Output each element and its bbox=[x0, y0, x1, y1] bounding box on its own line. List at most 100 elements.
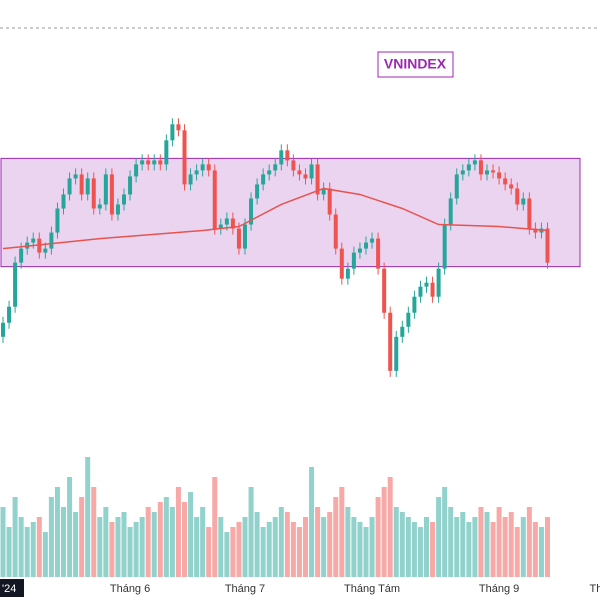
volume-bar bbox=[12, 497, 18, 577]
candle-body bbox=[430, 282, 435, 297]
candle-body bbox=[412, 296, 417, 313]
candle-body bbox=[249, 198, 254, 225]
candle-body bbox=[140, 160, 145, 165]
candle-body bbox=[297, 170, 302, 175]
candle-body bbox=[122, 194, 126, 205]
volume-bar bbox=[472, 517, 478, 577]
candle-body bbox=[406, 312, 411, 327]
candle-body bbox=[49, 232, 54, 249]
volume-bar bbox=[375, 497, 381, 577]
volume-bar bbox=[42, 532, 48, 577]
volume-bar bbox=[266, 522, 272, 577]
volume-bar bbox=[145, 507, 151, 577]
volume-bar bbox=[121, 512, 127, 577]
volume-bar bbox=[526, 507, 532, 577]
volume-bar bbox=[109, 522, 115, 577]
volume-bar bbox=[36, 517, 42, 577]
candle-body bbox=[224, 218, 229, 225]
volume-bar bbox=[30, 522, 36, 577]
volume-bar bbox=[127, 527, 133, 577]
volume-bar bbox=[357, 522, 363, 577]
candle-body bbox=[357, 248, 362, 253]
candle-body bbox=[103, 174, 108, 205]
x-tick-label: Tháng 6 bbox=[110, 583, 150, 595]
volume-bar bbox=[175, 487, 181, 577]
volume-bar bbox=[157, 502, 163, 577]
candle-body bbox=[158, 160, 163, 165]
candle-body bbox=[31, 238, 36, 243]
candle-body bbox=[206, 164, 211, 171]
candle-body bbox=[194, 170, 199, 175]
volume-bar bbox=[496, 507, 502, 577]
volume-bar bbox=[478, 507, 484, 577]
volume-bar bbox=[454, 517, 460, 577]
candle-body bbox=[400, 326, 405, 337]
volume-bar bbox=[363, 527, 369, 577]
candle-body bbox=[230, 218, 235, 229]
candle-body bbox=[527, 198, 532, 229]
volume-bar bbox=[303, 517, 308, 577]
axis-layer: '24 Tháng 6 Tháng 7 Tháng Tám Tháng 9 Th bbox=[0, 579, 600, 597]
volume-bar bbox=[532, 522, 538, 577]
candle-body bbox=[291, 160, 296, 171]
candle-body bbox=[454, 174, 459, 199]
candle-body bbox=[394, 336, 399, 371]
volume-bar bbox=[200, 507, 206, 577]
volume-bar bbox=[224, 532, 230, 577]
candle-body bbox=[309, 164, 314, 179]
volume-bar bbox=[442, 487, 448, 577]
candle-body bbox=[509, 184, 514, 189]
volume-bar bbox=[254, 512, 260, 577]
volume-bar bbox=[115, 517, 121, 577]
candle-body bbox=[61, 194, 66, 209]
volume-bar bbox=[345, 507, 351, 577]
candle-body bbox=[545, 228, 550, 263]
candle-body bbox=[273, 164, 278, 171]
volume-bar bbox=[508, 512, 514, 577]
volume-bar bbox=[327, 512, 333, 577]
volume-bar bbox=[411, 522, 417, 577]
volume-bar bbox=[272, 517, 278, 577]
volume-bar bbox=[424, 517, 429, 577]
candle-body bbox=[109, 174, 114, 215]
volume-bar bbox=[169, 507, 175, 577]
candle-body bbox=[285, 150, 290, 161]
candle-body bbox=[472, 160, 477, 165]
volume-bar bbox=[260, 527, 266, 577]
candle-body bbox=[333, 214, 338, 249]
volume-layer bbox=[0, 457, 550, 577]
volume-bar bbox=[133, 522, 139, 577]
volume-bar bbox=[387, 477, 393, 577]
candle-body bbox=[418, 286, 423, 297]
candle-body bbox=[364, 242, 368, 249]
candle-body bbox=[13, 262, 18, 307]
volume-bar bbox=[284, 512, 290, 577]
volume-bar bbox=[381, 487, 387, 577]
candle-body bbox=[478, 160, 483, 175]
volume-bar bbox=[405, 517, 411, 577]
volume-bar bbox=[103, 507, 109, 577]
volume-bar bbox=[24, 527, 30, 577]
candle-body bbox=[43, 248, 48, 253]
x-tick-label: Tháng 9 bbox=[479, 583, 519, 595]
volume-bar bbox=[290, 522, 296, 577]
volume-bar bbox=[430, 522, 436, 577]
volume-bar bbox=[182, 502, 187, 577]
volume-bar bbox=[139, 517, 145, 577]
candle-body bbox=[182, 130, 187, 185]
candle-body bbox=[255, 184, 260, 199]
volume-bar bbox=[333, 497, 339, 577]
candle-body bbox=[55, 208, 60, 233]
volume-bar bbox=[520, 517, 526, 577]
volume-bar bbox=[436, 497, 442, 577]
candle-body bbox=[176, 124, 181, 131]
volume-bar bbox=[188, 492, 194, 577]
candle-body bbox=[218, 224, 223, 229]
volume-bar bbox=[79, 497, 85, 577]
candle-body bbox=[67, 178, 72, 195]
candle-body bbox=[382, 268, 387, 313]
x-tick-label: Tháng Tám bbox=[344, 583, 400, 595]
candle-body bbox=[485, 170, 489, 175]
volume-bar bbox=[67, 477, 73, 577]
volume-bar bbox=[315, 507, 321, 577]
